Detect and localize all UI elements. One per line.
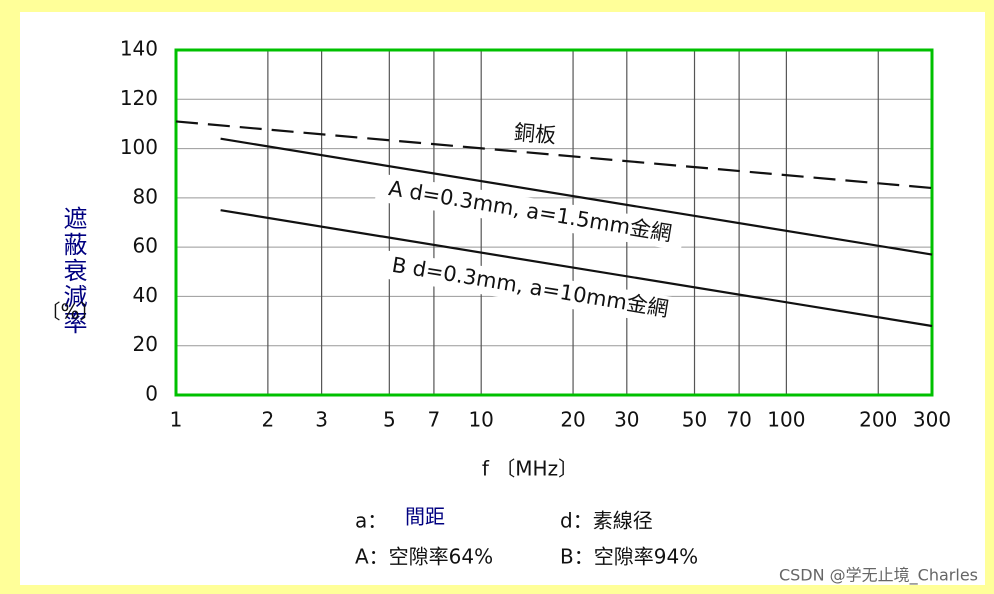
label-bg bbox=[374, 173, 686, 251]
x-tick-label: 3 bbox=[315, 408, 328, 432]
series-label: 銅板 bbox=[513, 120, 557, 148]
x-tick-label: 30 bbox=[614, 408, 639, 432]
x-tick-label: 200 bbox=[859, 408, 897, 432]
y-tick-label: 120 bbox=[120, 86, 158, 110]
y-tick-label: 140 bbox=[120, 37, 158, 61]
y-tick-label: 0 bbox=[145, 382, 158, 406]
x-tick-label: 10 bbox=[468, 408, 493, 432]
watermark: CSDN @学无止境_Charles bbox=[779, 566, 978, 586]
panel bbox=[20, 12, 985, 585]
y-tick-label: 40 bbox=[133, 283, 158, 307]
x-tick-label: 70 bbox=[726, 408, 751, 432]
y-tick-label: 20 bbox=[133, 332, 158, 356]
note: 間距 bbox=[405, 505, 445, 529]
x-tick-label: 7 bbox=[428, 408, 441, 432]
y-tick-label: 80 bbox=[133, 184, 158, 208]
x-tick-label: 300 bbox=[913, 408, 951, 432]
line bbox=[220, 137, 933, 256]
x-axis-label: f 〔MHz〕 bbox=[482, 457, 578, 481]
x-tick-label: 5 bbox=[383, 408, 396, 432]
x-tick-label: 50 bbox=[682, 408, 707, 432]
label-bg bbox=[374, 249, 686, 327]
note: A：空隙率64% bbox=[355, 545, 493, 569]
line bbox=[220, 209, 933, 328]
note: B：空隙率94% bbox=[560, 545, 698, 569]
plot-border bbox=[174, 48, 934, 397]
y-tick-label: 60 bbox=[133, 234, 158, 258]
note: d：素線径 bbox=[560, 509, 653, 533]
x-tick-label: 1 bbox=[170, 408, 183, 432]
note: a： bbox=[355, 509, 387, 533]
x-tick-label: 20 bbox=[560, 408, 585, 432]
y-axis-label: 遮蔽衰減率 bbox=[59, 206, 87, 336]
y-axis-unit: 〔%〕 bbox=[40, 300, 99, 324]
x-tick-label: 100 bbox=[767, 408, 805, 432]
y-tick-label: 100 bbox=[120, 135, 158, 159]
x-tick-label: 2 bbox=[262, 408, 275, 432]
